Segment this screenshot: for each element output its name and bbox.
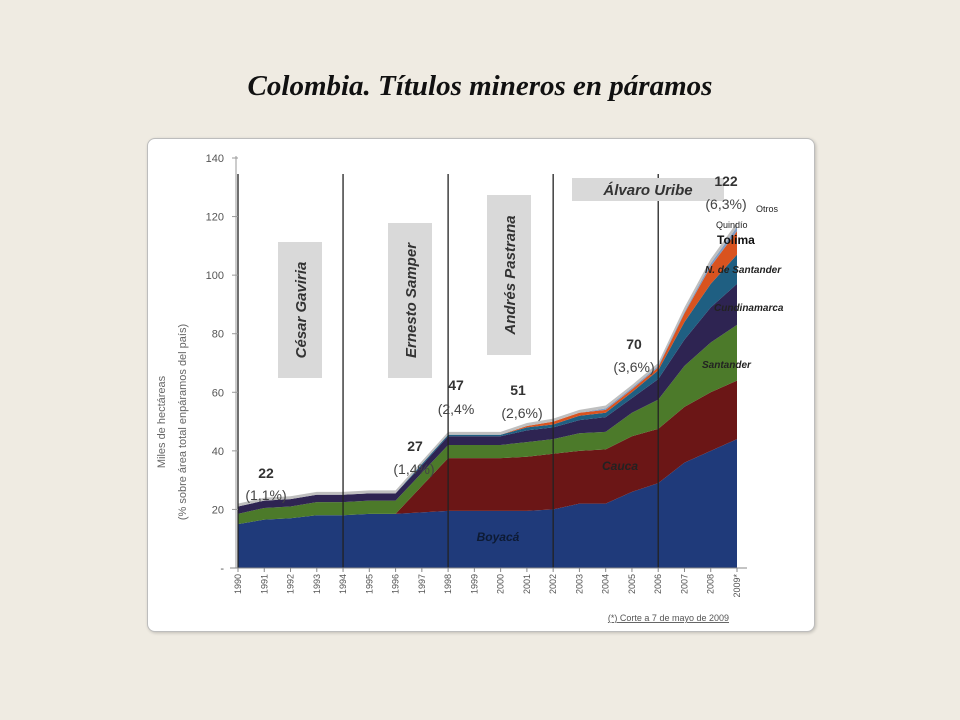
slide-title: Colombia. Títulos mineros en páramos [247,70,713,102]
period-box-ernesto-samper [388,223,432,378]
x-tick-label: 1991 [259,574,269,594]
annotation-value: 47 [448,377,464,393]
x-tick-label: 1992 [286,574,296,594]
stacked-area-chart: - 20 40 60 80 100 120 140 1990 1991 1992 1993 1994 19… [156,153,784,623]
annotation-percent: (1,1%) [245,487,286,503]
chart-panel: - 20 40 60 80 100 120 140 1990 1991 1992 1993 1994 19… [147,138,815,632]
x-tick-label: 2001 [522,574,532,594]
x-tick-label: 2004 [601,574,611,594]
x-tick-label: 1999 [469,574,479,594]
annotation-percent: (2,4% [438,401,475,417]
period-box-alvaro-uribe [572,178,724,201]
annotation-percent: (1,4%) [393,461,434,477]
y-tick-label: 100 [206,270,224,282]
y-tick-label: 80 [212,329,224,341]
x-tick-label: 2000 [496,574,506,594]
x-tick-label: 1990 [233,574,243,594]
period-label-andres-pastrana: Andrés Pastrana [502,215,519,335]
x-tick-label: 2002 [548,574,558,594]
y-axis-sublabel: (% sobre área total enpáramos del país) [177,324,189,520]
annotations: 22 (1,1%) 27 (1,4%) 47 (2,4% 51 (2,6%) 70 (3,6%) 1… [245,173,746,503]
x-tick-label: 2009* [732,574,742,598]
y-tick-label: 20 [212,504,224,516]
area-label: Santander [702,360,752,371]
y-tick-label: 60 [212,387,224,399]
x-tick-label: 1993 [312,574,322,594]
area-label: Cundinamarca [714,303,784,314]
y-tick-label: 120 [206,212,224,224]
y-tick-label: 40 [212,446,224,458]
period-labels: César Gaviria Ernesto Samper Andrés Pastra… [278,178,724,378]
axes: - 20 40 60 80 100 120 140 1990 1991 1992 1993 1994 19… [206,153,747,598]
x-tick-label: 1994 [338,574,348,594]
area-label: Cauca [602,459,638,473]
area-label: Tolima [717,233,755,247]
y-tick-label: - [220,563,224,575]
period-label-alvaro-uribe: Álvaro Uribe [602,182,692,199]
area-labels: Boyacá Cauca Santander Cundinamarca N. de Sa… [477,204,784,544]
footnote: (*) Corte a 7 de mayo de 2009 [608,613,729,623]
period-box-andres-pastrana [487,195,531,355]
area-santander [238,324,737,525]
area-label: N. de Santander [705,265,782,276]
x-tick-label: 1995 [364,574,374,594]
x-tick-label: 2006 [653,574,663,594]
annotation-value: 51 [510,382,526,398]
annotation-value: 70 [626,336,642,352]
annotation-percent: (6,3%) [705,196,746,212]
annotation-value: 22 [258,465,274,481]
annotation-percent: (3,6%) [613,359,654,375]
area-series [238,222,737,568]
annotation-percent: (2,6%) [501,405,542,421]
y-axis-label: Miles de hectáreas [156,375,168,468]
x-tick-label: 2007 [679,574,689,594]
x-tick-label: 2003 [574,574,584,594]
area-label: Boyacá [477,530,520,544]
x-tick-label: 1996 [391,574,401,594]
x-tick-label: 2008 [706,574,716,594]
x-tick-label: 1997 [417,574,427,594]
area-label: Quindío [716,220,748,230]
period-boundaries [237,174,659,568]
annotation-value: 27 [407,438,423,454]
area-label: Otros [756,204,779,214]
period-box-cesar-gaviria [278,242,322,378]
y-tick-label: 140 [206,153,224,165]
area-cauca [238,380,737,525]
period-label-cesar-gaviria: César Gaviria [293,262,310,359]
period-label-ernesto-samper: Ernesto Samper [403,242,420,358]
x-tick-label: 2005 [627,574,637,594]
area-boyaca [238,439,737,568]
area-cundinamarca [238,283,737,514]
annotation-value: 122 [714,173,738,189]
x-tick-label: 1998 [443,574,453,594]
